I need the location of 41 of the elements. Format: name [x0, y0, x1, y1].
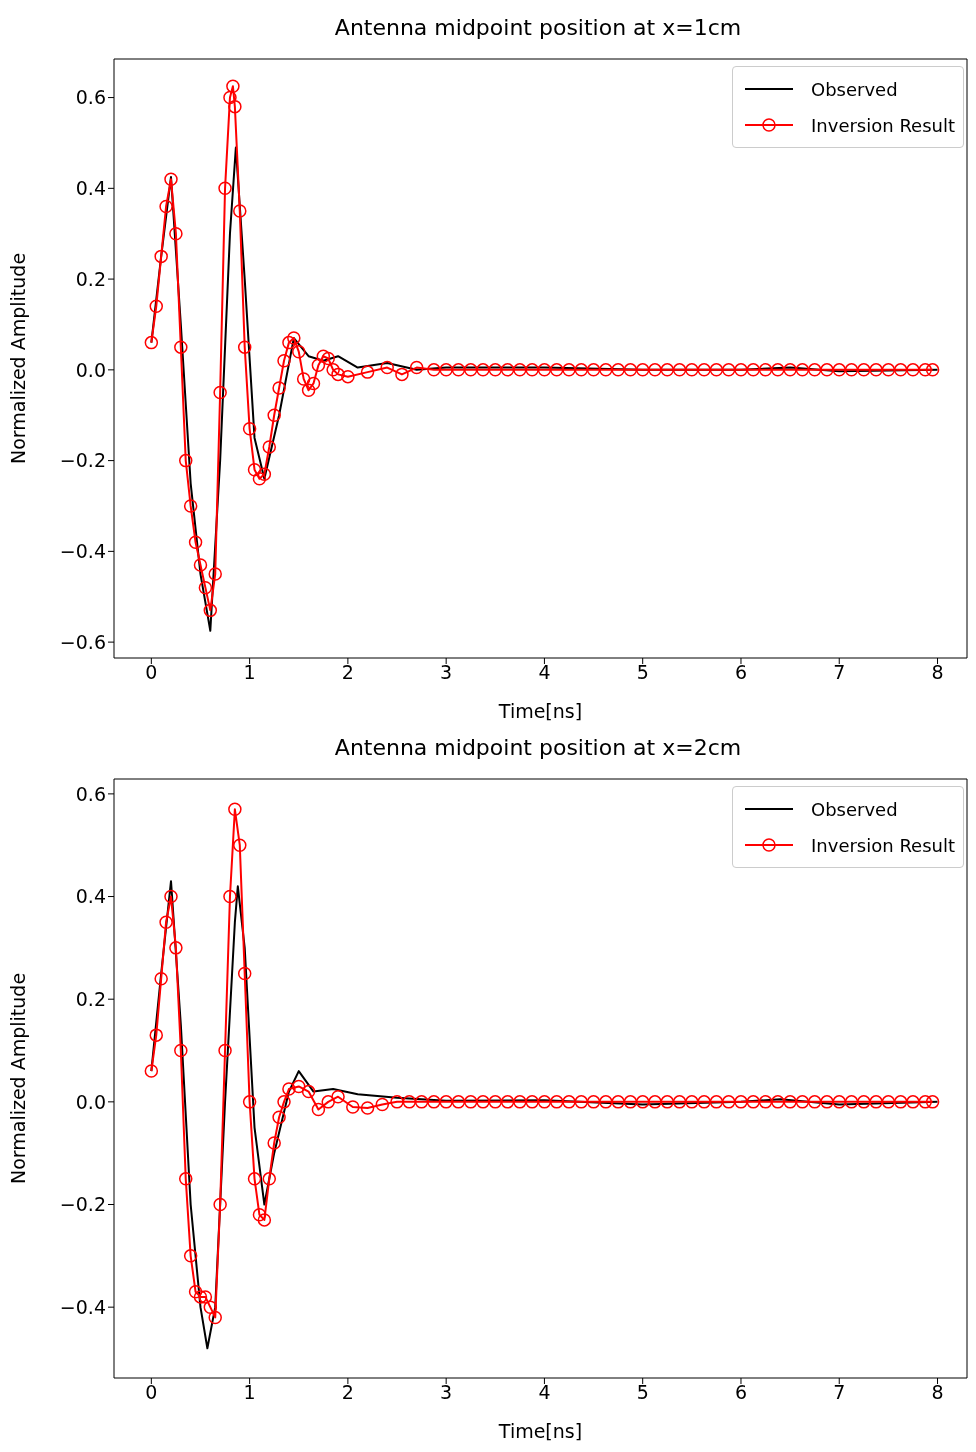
x-tick-label: 7 [833, 661, 846, 684]
x-axis-title: Time[ns] [497, 1420, 583, 1442]
y-tick-label: −0.6 [59, 630, 106, 653]
x-tick-label: 5 [636, 1381, 649, 1404]
y-tick-label: −0.2 [59, 449, 106, 472]
y-tick-label: 0.4 [75, 885, 106, 908]
legend-label: Inversion Result [811, 114, 955, 136]
y-tick-label: −0.2 [59, 1193, 106, 1216]
y-tick-label: 0.6 [75, 86, 106, 109]
chart-title: Antenna midpoint position at x=2cm [333, 734, 743, 762]
x-tick-label: 8 [931, 661, 944, 684]
legend-label: Observed [811, 78, 898, 100]
x-tick-label: 1 [243, 661, 256, 684]
x-tick-label: 0 [145, 1381, 158, 1404]
x-tick-label: 1 [243, 1381, 256, 1404]
chart-title: Antenna midpoint position at x=1cm [333, 14, 743, 42]
x-tick-label: 6 [734, 661, 748, 684]
x-tick-label: 2 [341, 1381, 354, 1404]
y-axis-title: Normalized Amplitude [6, 252, 29, 465]
y-tick-label: 0.2 [75, 267, 106, 290]
x-tick-label: 3 [440, 1381, 453, 1404]
y-tick-label: 0.2 [75, 987, 106, 1010]
x-tick-label: 3 [440, 661, 453, 684]
y-axis-title: Normalized Amplitude [6, 972, 29, 1185]
x-tick-label: 7 [833, 1381, 846, 1404]
x-tick-label: 6 [734, 1381, 748, 1404]
x-tick-label: 4 [538, 661, 551, 684]
y-tick-label: 0.0 [75, 1090, 106, 1113]
x-tick-label: 5 [636, 661, 649, 684]
x-tick-label: 4 [538, 1381, 551, 1404]
legend-label: Inversion Result [811, 834, 955, 856]
y-tick-label: 0.4 [75, 177, 106, 200]
x-tick-label: 2 [341, 661, 354, 684]
x-tick-label: 8 [931, 1381, 944, 1404]
y-tick-label: 0.6 [75, 782, 106, 805]
y-tick-label: −0.4 [59, 1295, 106, 1318]
x-axis-title: Time[ns] [497, 700, 583, 722]
y-tick-label: 0.0 [75, 358, 106, 381]
y-tick-label: −0.4 [59, 540, 106, 563]
x-tick-label: 0 [145, 661, 158, 684]
legend-label: Observed [811, 798, 898, 820]
